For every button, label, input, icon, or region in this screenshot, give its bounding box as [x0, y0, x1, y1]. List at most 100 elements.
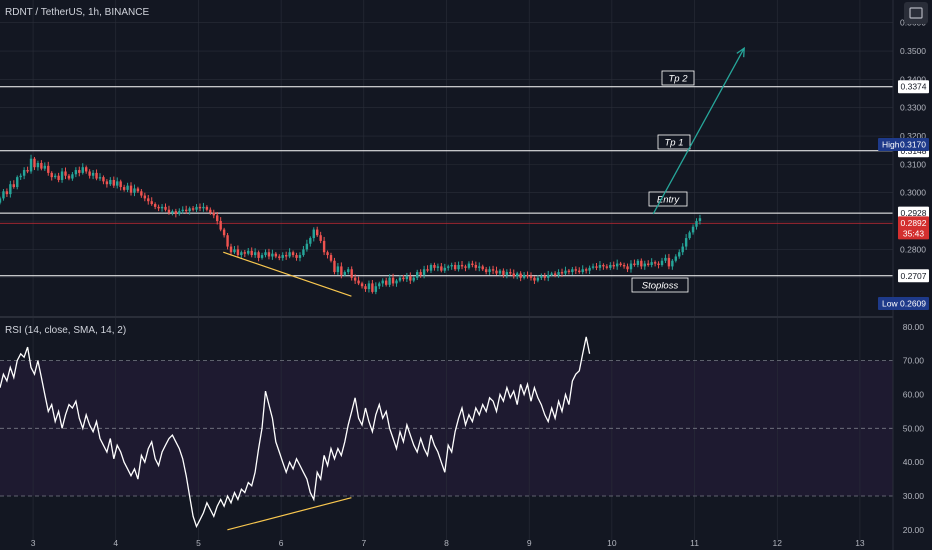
- candle-body: [647, 263, 650, 265]
- candle-body: [178, 211, 181, 214]
- candle-body: [205, 206, 209, 210]
- drawings[interactable]: [223, 46, 745, 531]
- candle-body: [426, 269, 429, 271]
- current-price-badge: [898, 216, 929, 240]
- candle-body: [474, 264, 478, 268]
- candle-body: [81, 167, 84, 173]
- rsi-divergence-line[interactable]: [227, 497, 352, 531]
- candle-body: [164, 206, 167, 210]
- level-label-box: [657, 134, 691, 150]
- candle-body: [74, 170, 78, 175]
- candlestick-series: [0, 154, 702, 295]
- candle-body: [505, 272, 509, 275]
- candle-body: [684, 238, 688, 247]
- candle-body: [698, 218, 702, 222]
- rsi-title[interactable]: RSI (14, close, SMA, 14, 2): [5, 325, 126, 336]
- price-levels[interactable]: Tp 2 Tp 1 Entry Stoploss: [0, 70, 893, 293]
- candle-body: [519, 273, 522, 278]
- price-scale-button[interactable]: [904, 2, 928, 24]
- candle-body: [236, 249, 240, 256]
- candle-body: [560, 272, 564, 274]
- candle-body: [660, 260, 664, 265]
- candle-body: [436, 266, 440, 268]
- candle-body: [450, 264, 453, 267]
- candle-body: [16, 177, 19, 188]
- candle-body: [243, 252, 247, 254]
- candle-body: [691, 226, 695, 233]
- rsi-tick-label: 80.00: [903, 322, 925, 332]
- candle-body: [460, 264, 464, 267]
- countdown-text: 35:43: [903, 228, 925, 238]
- candle-body: [405, 276, 409, 280]
- time-tick-label: 13: [855, 538, 865, 548]
- candle-body: [302, 249, 305, 256]
- candle-body: [126, 185, 129, 190]
- candle-body: [598, 264, 602, 268]
- symbol-title[interactable]: RDNT / TetherUS, 1h, BINANCE: [5, 7, 149, 18]
- candle-body: [636, 260, 640, 265]
- level-label-tp1: Tp 1: [664, 138, 683, 149]
- candle-body: [216, 215, 219, 222]
- candle-body: [622, 264, 626, 267]
- time-tick-label: 12: [773, 538, 783, 548]
- candle-body: [547, 274, 550, 278]
- candle-body: [12, 184, 15, 188]
- candle-body: [578, 270, 581, 273]
- candle-body: [550, 273, 553, 275]
- candle-body: [374, 286, 378, 292]
- level-label-box: [648, 191, 688, 207]
- high-label: High: [882, 140, 900, 150]
- candle-body: [609, 264, 612, 268]
- candle-body: [147, 198, 150, 202]
- rsi-series: [0, 336, 591, 529]
- candle-body: [398, 277, 402, 281]
- candle-body: [484, 269, 488, 273]
- candle-body: [212, 212, 215, 216]
- candle-body: [543, 276, 546, 278]
- candle-body: [202, 206, 205, 209]
- candle-body: [488, 269, 491, 273]
- candle-body: [60, 171, 64, 180]
- level-tp2-badge: [898, 80, 929, 94]
- candle-body: [33, 158, 36, 168]
- candle-body: [274, 253, 278, 257]
- candle-body: [157, 206, 160, 209]
- candle-body: [626, 266, 629, 270]
- candle-body: [605, 266, 609, 268]
- candle-body: [595, 266, 598, 268]
- candle-body: [112, 179, 115, 186]
- candle-body: [174, 211, 178, 214]
- candle-body: [233, 249, 236, 253]
- price-divergence-line[interactable]: [223, 251, 352, 297]
- candle-body: [515, 273, 519, 277]
- time-tick-label: 4: [113, 538, 118, 548]
- candle-body: [429, 264, 433, 271]
- candle-body: [357, 280, 360, 284]
- level-stoploss-badge-text: 0.2707: [901, 271, 927, 281]
- candle-body: [409, 276, 412, 281]
- candle-body: [247, 250, 250, 254]
- candle-body: [333, 260, 336, 273]
- candle-body: [640, 260, 643, 267]
- rsi-tick-label: 20.00: [903, 525, 925, 535]
- candle-body: [402, 277, 405, 280]
- candle-body: [350, 269, 353, 278]
- candle-body: [457, 264, 460, 270]
- candle-body: [102, 177, 105, 182]
- level-label-stoploss: Stoploss: [642, 281, 679, 292]
- candle-body: [29, 158, 33, 172]
- candle-body: [415, 272, 419, 278]
- candle-body: [419, 272, 422, 275]
- time-scale[interactable]: [0, 540, 893, 550]
- projection-arrow-line[interactable]: [652, 47, 745, 215]
- candle-body: [171, 211, 174, 213]
- candle-body: [557, 272, 560, 275]
- candle-body: [467, 263, 471, 268]
- candle-body: [140, 191, 143, 196]
- candle-body: [0, 198, 2, 203]
- high-badge: [878, 138, 929, 152]
- candle-body: [281, 255, 284, 258]
- candle-body: [529, 276, 533, 278]
